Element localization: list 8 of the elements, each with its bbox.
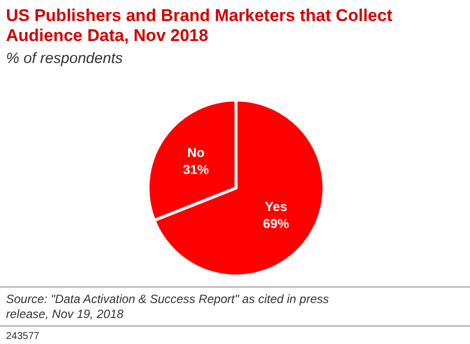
chart-title: US Publishers and Brand Marketers that Collect Audience Data, Nov 2018 (6, 6, 393, 45)
slice-label: Yes (264, 199, 288, 214)
data-label: 31% (182, 162, 210, 177)
data-label: 69% (263, 216, 290, 232)
source-note: Source: "Data Activation & Success Report" as cited in press release, Nov 19, 2018 (6, 292, 329, 321)
chart-subtitle: % of respondents (6, 50, 124, 67)
slice-label: No (187, 144, 205, 160)
text: 243577 (6, 331, 40, 342)
